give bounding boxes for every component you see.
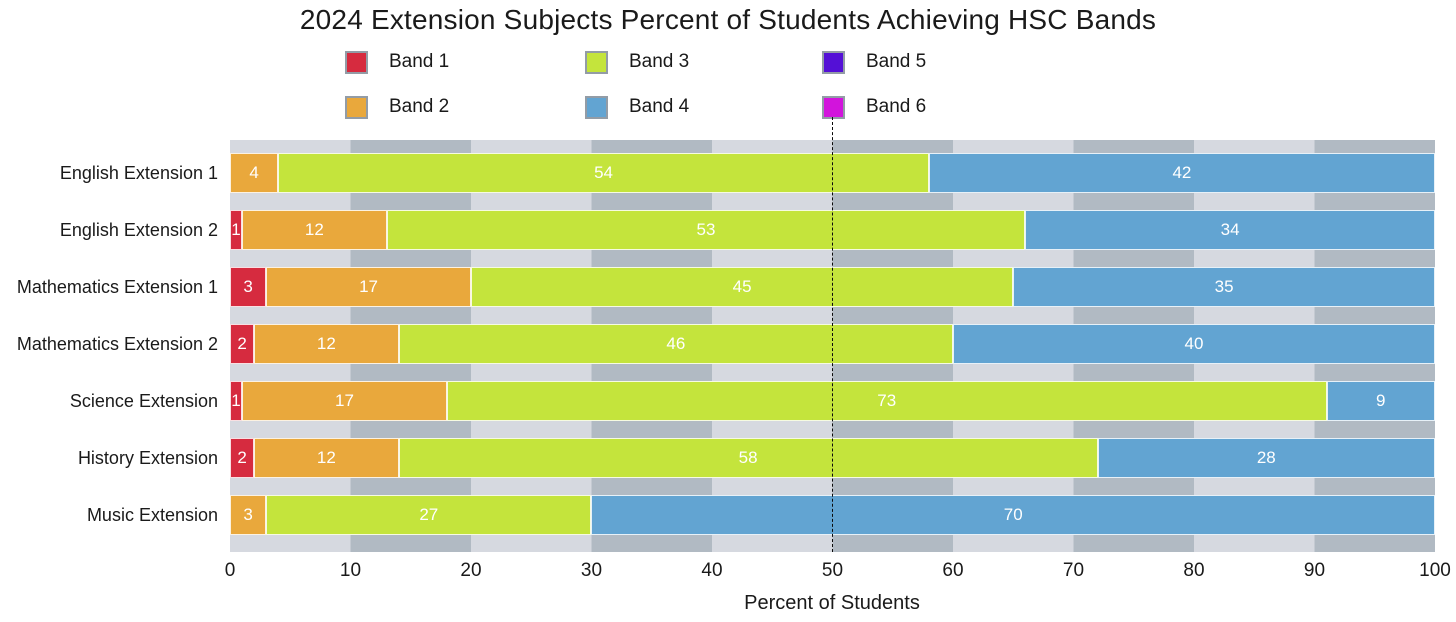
bar-segment: 34	[1025, 210, 1435, 250]
legend-item: Band 3	[585, 50, 689, 74]
legend-item: Band 2	[345, 95, 449, 119]
bar-row: 3 17 45 35	[230, 267, 1435, 307]
x-axis-title: Percent of Students	[744, 592, 920, 614]
x-tick-label: 80	[1183, 560, 1205, 581]
x-tick-label: 90	[1303, 560, 1326, 581]
y-axis-label: Science Extension	[69, 391, 218, 411]
legend-label: Band 5	[866, 51, 927, 72]
bar-segment: 12	[254, 324, 399, 364]
bar-row: 4 54 42	[230, 153, 1435, 193]
bar-segment: 3	[230, 267, 267, 307]
bar-segment: 46	[398, 324, 953, 364]
bar-segment: 17	[266, 267, 471, 307]
bar-segment: 27	[266, 495, 592, 535]
bar-segment: 54	[278, 153, 929, 193]
legend-item: Band 4	[585, 95, 689, 119]
legend-swatch-icon	[822, 95, 845, 119]
bar-segment: 2	[230, 438, 255, 478]
bar-segment: 9	[1326, 381, 1435, 421]
bar-segment: 4	[230, 153, 279, 193]
legend-label: Band 4	[629, 96, 690, 117]
reference-line-50-icon	[832, 117, 833, 552]
legend-swatch-icon	[345, 95, 368, 119]
bar-segment: 3	[230, 495, 267, 535]
plot-area: 4 54 42 1 12 53 34 3 17 45 35 2 12 46 40 1 17 73 9 2 12 58 28 3…	[230, 140, 1435, 552]
legend-item: Band 1	[345, 50, 449, 74]
bar-row: 2 12 46 40	[230, 324, 1435, 364]
x-tick-label: 60	[942, 560, 964, 581]
bar-segment: 1	[230, 381, 243, 421]
legend-label: Band 6	[866, 96, 927, 117]
bar-segment: 45	[470, 267, 1014, 307]
bar-row: 1 17 73 9	[230, 381, 1435, 421]
y-axis-label: History Extension	[77, 448, 218, 468]
y-axis-label: Mathematics Extension 2	[16, 334, 218, 354]
bar-segment: 58	[398, 438, 1098, 478]
legend-swatch-icon	[585, 95, 608, 119]
bar-row: 2 12 58 28	[230, 438, 1435, 478]
bar-segment: 12	[254, 438, 399, 478]
y-axis-label: Music Extension	[86, 505, 218, 525]
bar-row: 1 12 53 34	[230, 210, 1435, 250]
y-axis-label: English Extension 1	[59, 163, 218, 183]
bar-segment: 42	[928, 153, 1435, 193]
x-tick-label: 10	[339, 560, 362, 581]
legend-item: Band 6	[822, 95, 926, 119]
x-tick-label: 50	[821, 560, 844, 581]
bar-segment: 70	[591, 495, 1435, 535]
bar-row: 3 27 70	[230, 495, 1435, 535]
y-axis-label: English Extension 2	[59, 220, 218, 240]
x-tick-label: 20	[460, 560, 482, 581]
legend-swatch-icon	[345, 50, 368, 74]
x-tick-label: 70	[1062, 560, 1085, 581]
bar-segment: 2	[230, 324, 255, 364]
bar-segment: 53	[386, 210, 1026, 250]
legend-label: Band 2	[389, 96, 450, 117]
bar-segment: 73	[446, 381, 1327, 421]
legend-label: Band 1	[389, 51, 450, 72]
bar-segment: 1	[230, 210, 243, 250]
legend-label: Band 3	[629, 51, 690, 72]
bar-segment: 12	[242, 210, 387, 250]
legend-swatch-icon	[822, 50, 845, 74]
legend-swatch-icon	[585, 50, 608, 74]
bar-segment: 40	[952, 324, 1435, 364]
chart-title: 2024 Extension Subjects Percent of Stude…	[299, 4, 1157, 35]
x-tick-label: 100	[1419, 560, 1451, 581]
x-tick-label: 40	[701, 560, 723, 581]
x-tick-label: 30	[580, 560, 603, 581]
x-tick-label: 0	[224, 560, 236, 581]
bar-segment: 17	[242, 381, 447, 421]
y-axis-label: Mathematics Extension 1	[16, 277, 218, 297]
bar-segment: 35	[1013, 267, 1435, 307]
legend-item: Band 5	[822, 50, 926, 74]
bar-segment: 28	[1097, 438, 1435, 478]
